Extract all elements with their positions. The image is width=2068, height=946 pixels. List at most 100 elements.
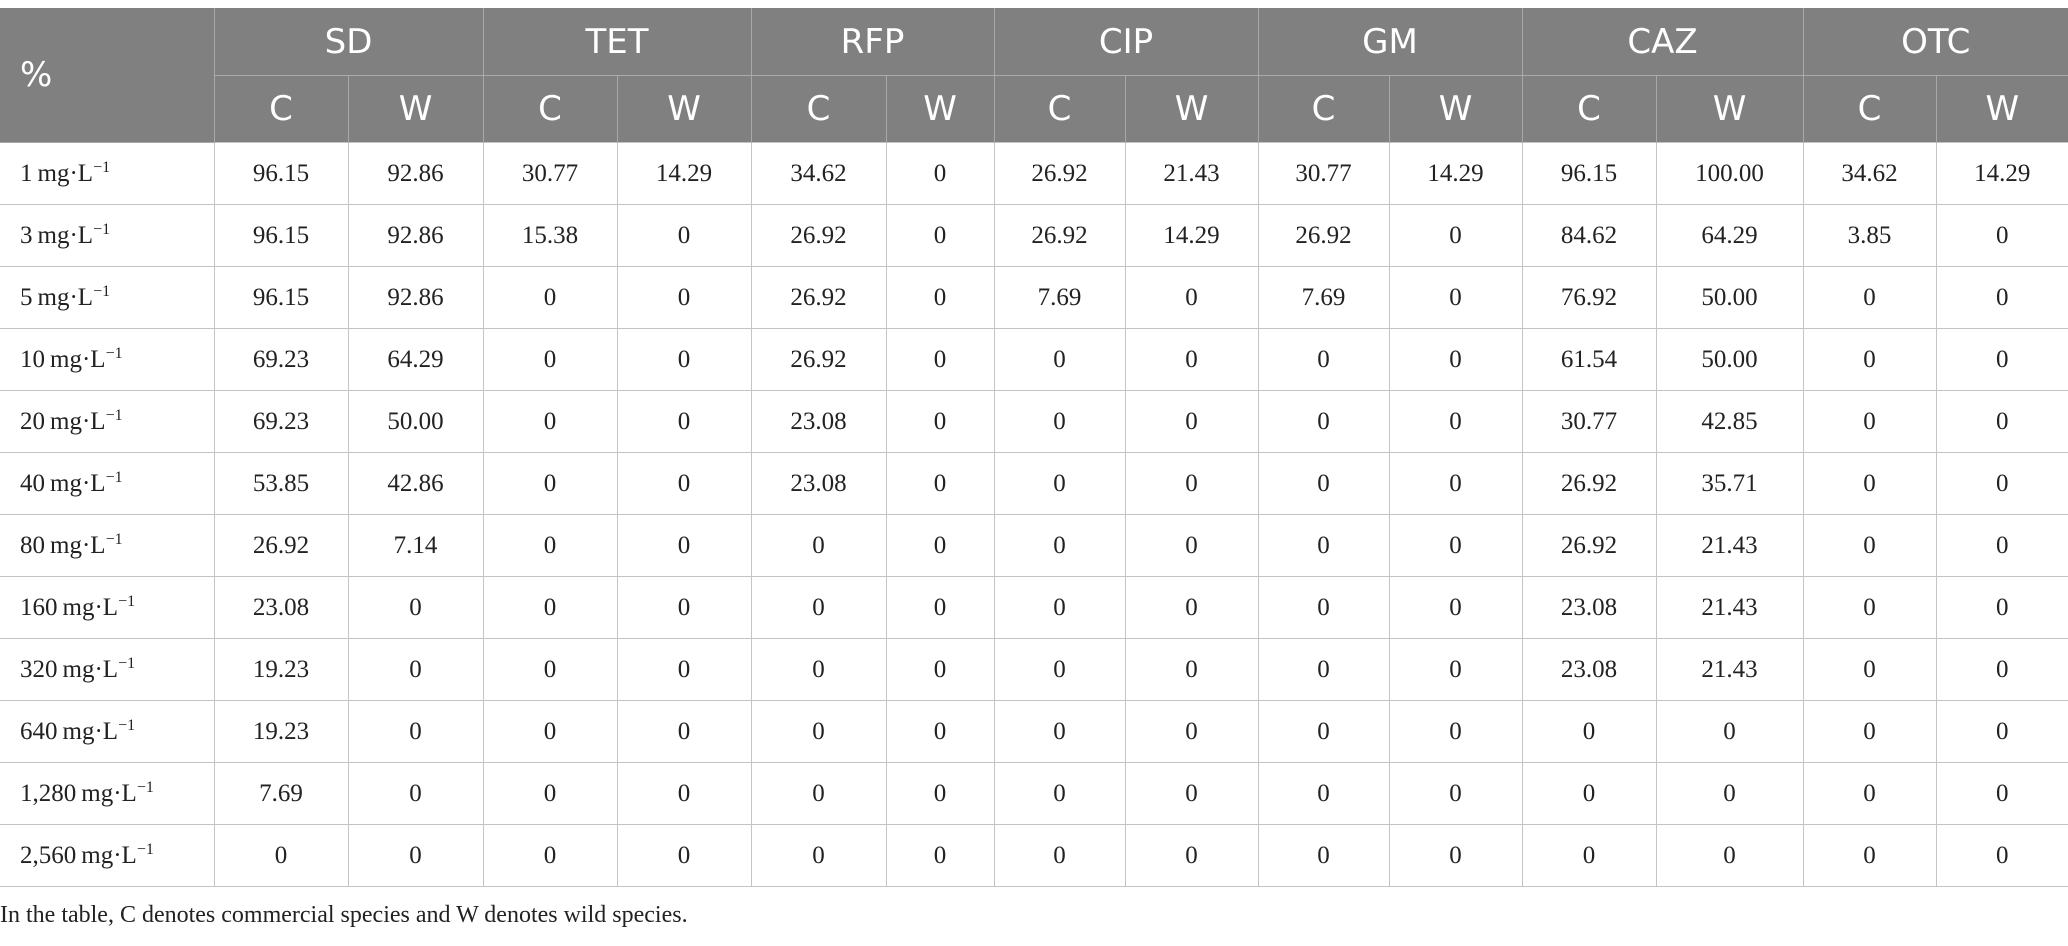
row-unit: mg·L: [50, 407, 106, 435]
table-cell: 30.77: [1521, 390, 1657, 453]
table-cell: 0: [1388, 824, 1523, 887]
row-label: 1 mg·L−1: [0, 142, 215, 205]
row-unit: mg·L: [81, 779, 137, 807]
table-cell: 21.43: [1655, 514, 1804, 577]
table-cell: 7.14: [347, 514, 484, 577]
table-cell: 0: [1388, 204, 1523, 267]
table-cell: 0: [993, 576, 1126, 639]
table-cell: 50.00: [347, 390, 484, 453]
table-cell: 0: [1257, 700, 1390, 763]
table-cell: 0: [1655, 824, 1804, 887]
row-dose: 1,280: [20, 779, 77, 807]
table-body: 1 mg·L−1 96.15 92.86 30.77 14.29 34.62 0 26.92 2…: [0, 142, 2068, 887]
table-cell: 0: [1802, 514, 1937, 577]
table-cell: 96.15: [1521, 142, 1657, 205]
header-group-otc: OTC: [1802, 8, 2068, 76]
table-cell: 23.08: [750, 390, 887, 453]
table-cell: 0: [1388, 700, 1523, 763]
table-cell: 0: [616, 576, 752, 639]
table-cell: 23.08: [213, 576, 349, 639]
table-row: 2,560 mg·L−1 0 0 0 0 0 0 0 0 0 0 0 0 0 0: [0, 824, 2068, 887]
table-cell: 92.86: [347, 142, 484, 205]
table-cell: 0: [1124, 762, 1259, 825]
row-dose: 2,560: [20, 841, 77, 869]
table-cell: 0: [885, 390, 995, 453]
table-cell: 0: [616, 824, 752, 887]
table-row: 3 mg·L−1 96.15 92.86 15.38 0 26.92 0 26.92 14.29…: [0, 204, 2068, 267]
table-cell: 21.43: [1655, 638, 1804, 701]
table-cell: 0: [1935, 700, 2068, 763]
table-cell: 0: [1521, 700, 1657, 763]
table-cell: 0: [1257, 514, 1390, 577]
table-cell: 30.77: [482, 142, 618, 205]
row-unit: mg·L: [62, 717, 119, 745]
table-cell: 0: [482, 762, 618, 825]
table-cell: 23.08: [1521, 638, 1657, 701]
table-cell: 0: [1935, 824, 2068, 887]
row-dose: 3: [20, 221, 33, 249]
table-cell: 0: [1802, 266, 1937, 329]
table-cell: 50.00: [1655, 328, 1804, 391]
table-cell: 0: [1935, 638, 2068, 701]
table-row: 5 mg·L−1 96.15 92.86 0 0 26.92 0 7.69 0 7.69 0 76.9…: [0, 266, 2068, 329]
header-group-rfp: RFP: [750, 8, 995, 76]
table-cell: 0: [482, 266, 618, 329]
table-cell: 0: [750, 514, 887, 577]
row-dose: 320: [20, 655, 58, 683]
row-unit-exponent: −1: [136, 840, 154, 858]
table-cell: 0: [993, 762, 1126, 825]
row-unit: mg·L: [37, 159, 94, 187]
table-cell: 100.00: [1655, 142, 1804, 205]
table-cell: 0: [482, 452, 618, 515]
row-label: 10 mg·L−1: [0, 328, 215, 391]
table-cell: 0: [885, 762, 995, 825]
table-cell: 69.23: [213, 390, 349, 453]
table-cell: 26.92: [1521, 514, 1657, 577]
table-cell: 0: [1388, 638, 1523, 701]
table-cell: 0: [885, 204, 995, 267]
header-sub-otc-c: C: [1802, 75, 1937, 143]
table-cell: 7.69: [1257, 266, 1390, 329]
table-cell: 0: [1655, 700, 1804, 763]
table-cell: 0: [1124, 824, 1259, 887]
table-cell: 0: [1124, 576, 1259, 639]
table-cell: 0: [616, 638, 752, 701]
table-row: 10 mg·L−1 69.23 64.29 0 0 26.92 0 0 0 0 0 61.54 50.0…: [0, 328, 2068, 391]
table-cell: 53.85: [213, 452, 349, 515]
table-cell: 0: [1257, 328, 1390, 391]
table-cell: 0: [1124, 328, 1259, 391]
row-unit-exponent: −1: [93, 158, 111, 176]
table-cell: 0: [1802, 452, 1937, 515]
row-unit-exponent: −1: [118, 592, 136, 610]
table-cell: 0: [885, 142, 995, 205]
row-unit-exponent: −1: [93, 282, 111, 300]
header-group-row: % SD TET RFP CIP GM CAZ OTC: [0, 8, 2068, 143]
row-label: 20 mg·L−1: [0, 390, 215, 453]
table-cell: 0: [993, 824, 1126, 887]
table-row: 20 mg·L−1 69.23 50.00 0 0 23.08 0 0 0 0 0 30.77 42.8…: [0, 390, 2068, 453]
table-cell: 0: [1257, 638, 1390, 701]
table-cell: 0: [993, 452, 1126, 515]
table-cell: 0: [482, 638, 618, 701]
table-cell: 0: [1388, 390, 1523, 453]
table-cell: 3.85: [1802, 204, 1937, 267]
table-cell: 0: [993, 514, 1126, 577]
table-cell: 64.29: [1655, 204, 1804, 267]
row-unit-exponent: −1: [105, 406, 123, 424]
table-cell: 0: [347, 638, 484, 701]
row-unit: mg·L: [37, 221, 94, 249]
header-group-sd: SD: [213, 8, 484, 76]
table-cell: 0: [993, 700, 1126, 763]
table-cell: 0: [482, 824, 618, 887]
table-cell: 0: [1521, 824, 1657, 887]
table-cell: 0: [885, 824, 995, 887]
table-row: 160 mg·L−1 23.08 0 0 0 0 0 0 0 0 0 23.08 21.43 0 0: [0, 576, 2068, 639]
table-cell: 23.08: [750, 452, 887, 515]
row-dose: 40: [20, 469, 45, 497]
row-unit-exponent: −1: [105, 468, 123, 486]
table-cell: 0: [885, 638, 995, 701]
table-cell: 0: [616, 700, 752, 763]
header-sub-gm-w: W: [1388, 75, 1523, 143]
header-sub-gm-c: C: [1257, 75, 1390, 143]
table-cell: 50.00: [1655, 266, 1804, 329]
